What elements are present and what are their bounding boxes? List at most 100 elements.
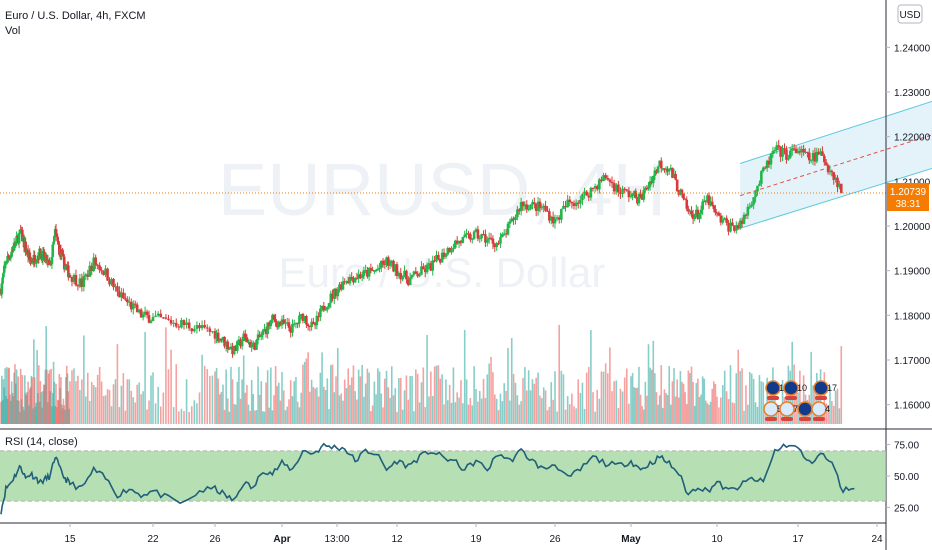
candle-body (322, 305, 326, 311)
candle-body (43, 251, 46, 260)
candle-body (116, 286, 119, 292)
volume-bar (507, 347, 509, 424)
volume-bar (10, 381, 13, 424)
candle-body (685, 199, 689, 209)
volume-bar (766, 377, 768, 424)
candle-body (564, 205, 567, 208)
candle-body (792, 148, 796, 150)
time-axis[interactable]: 15 22 26 Apr 13:00 12 19 26 May 10 17 24 (64, 523, 883, 545)
candle-body (591, 187, 595, 189)
candle-body (663, 168, 666, 170)
volume-bar (633, 387, 635, 424)
volume-bar (21, 375, 24, 424)
volume-bar (579, 392, 582, 424)
volume-bar (255, 410, 258, 424)
candle-body (234, 345, 238, 351)
symbol-title[interactable]: Euro / U.S. Dollar, 4h, FXCM (5, 10, 146, 22)
volume-bar (300, 392, 302, 424)
event-badge-icon (765, 380, 781, 396)
candle-body (517, 209, 521, 212)
volume-bar (779, 410, 782, 424)
volume-bar (558, 324, 561, 424)
candle-body (33, 255, 36, 264)
candle-body (731, 222, 734, 226)
candle-body (296, 323, 299, 325)
volume-bar (86, 372, 89, 424)
volume-bar (617, 408, 620, 424)
volume-bar (413, 411, 415, 424)
volume-bar (51, 406, 53, 424)
candle-body (51, 244, 55, 257)
candle-body (177, 326, 181, 328)
candle-body (359, 274, 362, 278)
candle-body (236, 341, 239, 351)
candle-body (104, 268, 107, 275)
price-axis[interactable]: 1.16000 1.17000 1.18000 1.19000 1.20000 1.210… (886, 43, 931, 412)
candle-body (224, 341, 228, 347)
candle-body (46, 260, 50, 264)
candle-body (798, 151, 802, 153)
volume-bar (405, 375, 408, 424)
candle-body (301, 313, 305, 321)
volume-bar (799, 370, 801, 424)
candle-body (401, 276, 404, 280)
candle-body (253, 342, 257, 350)
candle-body (457, 240, 461, 244)
candle-body (738, 220, 742, 229)
volume-bar (825, 403, 828, 424)
volume-bar (230, 366, 232, 424)
candle-body (303, 316, 306, 321)
candle-body (14, 241, 18, 246)
volume-bar (5, 396, 7, 424)
candle-body (658, 160, 661, 167)
candle-body (450, 249, 453, 253)
volume-bar (236, 381, 239, 424)
candle-body (734, 225, 738, 231)
volume-bar (52, 361, 55, 424)
candle-body (472, 231, 476, 239)
candle-body (431, 260, 435, 271)
volume-bar (35, 402, 38, 424)
time-tick-label: 10 (711, 534, 723, 545)
candle-body (664, 168, 668, 170)
volume-bar (725, 391, 728, 424)
volume-bar (289, 380, 292, 424)
candle-body (200, 325, 204, 329)
candle-body (41, 251, 45, 261)
event-badge-count: 4 (825, 404, 830, 414)
event-badges[interactable]: 10101757114 (763, 380, 837, 421)
price-tick-label: 1.24000 (894, 43, 931, 54)
volume-bar (516, 395, 519, 424)
volume-bar (537, 372, 539, 424)
candle-body (651, 175, 655, 184)
volume-bar (100, 381, 103, 424)
candle-body (141, 314, 145, 318)
candle-body (259, 335, 263, 338)
candle-body (771, 150, 775, 154)
volume-bar (592, 392, 594, 424)
volume-bar (700, 394, 702, 424)
event-badge-icon (763, 401, 779, 417)
candle-body (5, 262, 9, 264)
volume-bar (475, 388, 477, 424)
volume-indicator-label[interactable]: Vol (5, 25, 20, 37)
candle-body (717, 212, 721, 216)
volume-bar (692, 381, 694, 424)
volume-bar (693, 405, 696, 424)
volume-bar (539, 395, 541, 424)
volume-bar (384, 378, 386, 424)
volume-bar (196, 403, 198, 424)
rsi-indicator-label[interactable]: RSI (14, close) (5, 436, 78, 448)
volume-bar (140, 394, 142, 424)
volume-bar (258, 394, 261, 424)
volume-bar (190, 406, 193, 424)
volume-bar (24, 392, 27, 424)
candle-body (59, 249, 63, 256)
volume-bar (53, 381, 56, 424)
currency-button[interactable] (897, 4, 923, 24)
volume-bar (354, 391, 356, 424)
volume-bar (721, 385, 724, 424)
candle-body (7, 256, 10, 258)
volume-bar (644, 381, 647, 424)
